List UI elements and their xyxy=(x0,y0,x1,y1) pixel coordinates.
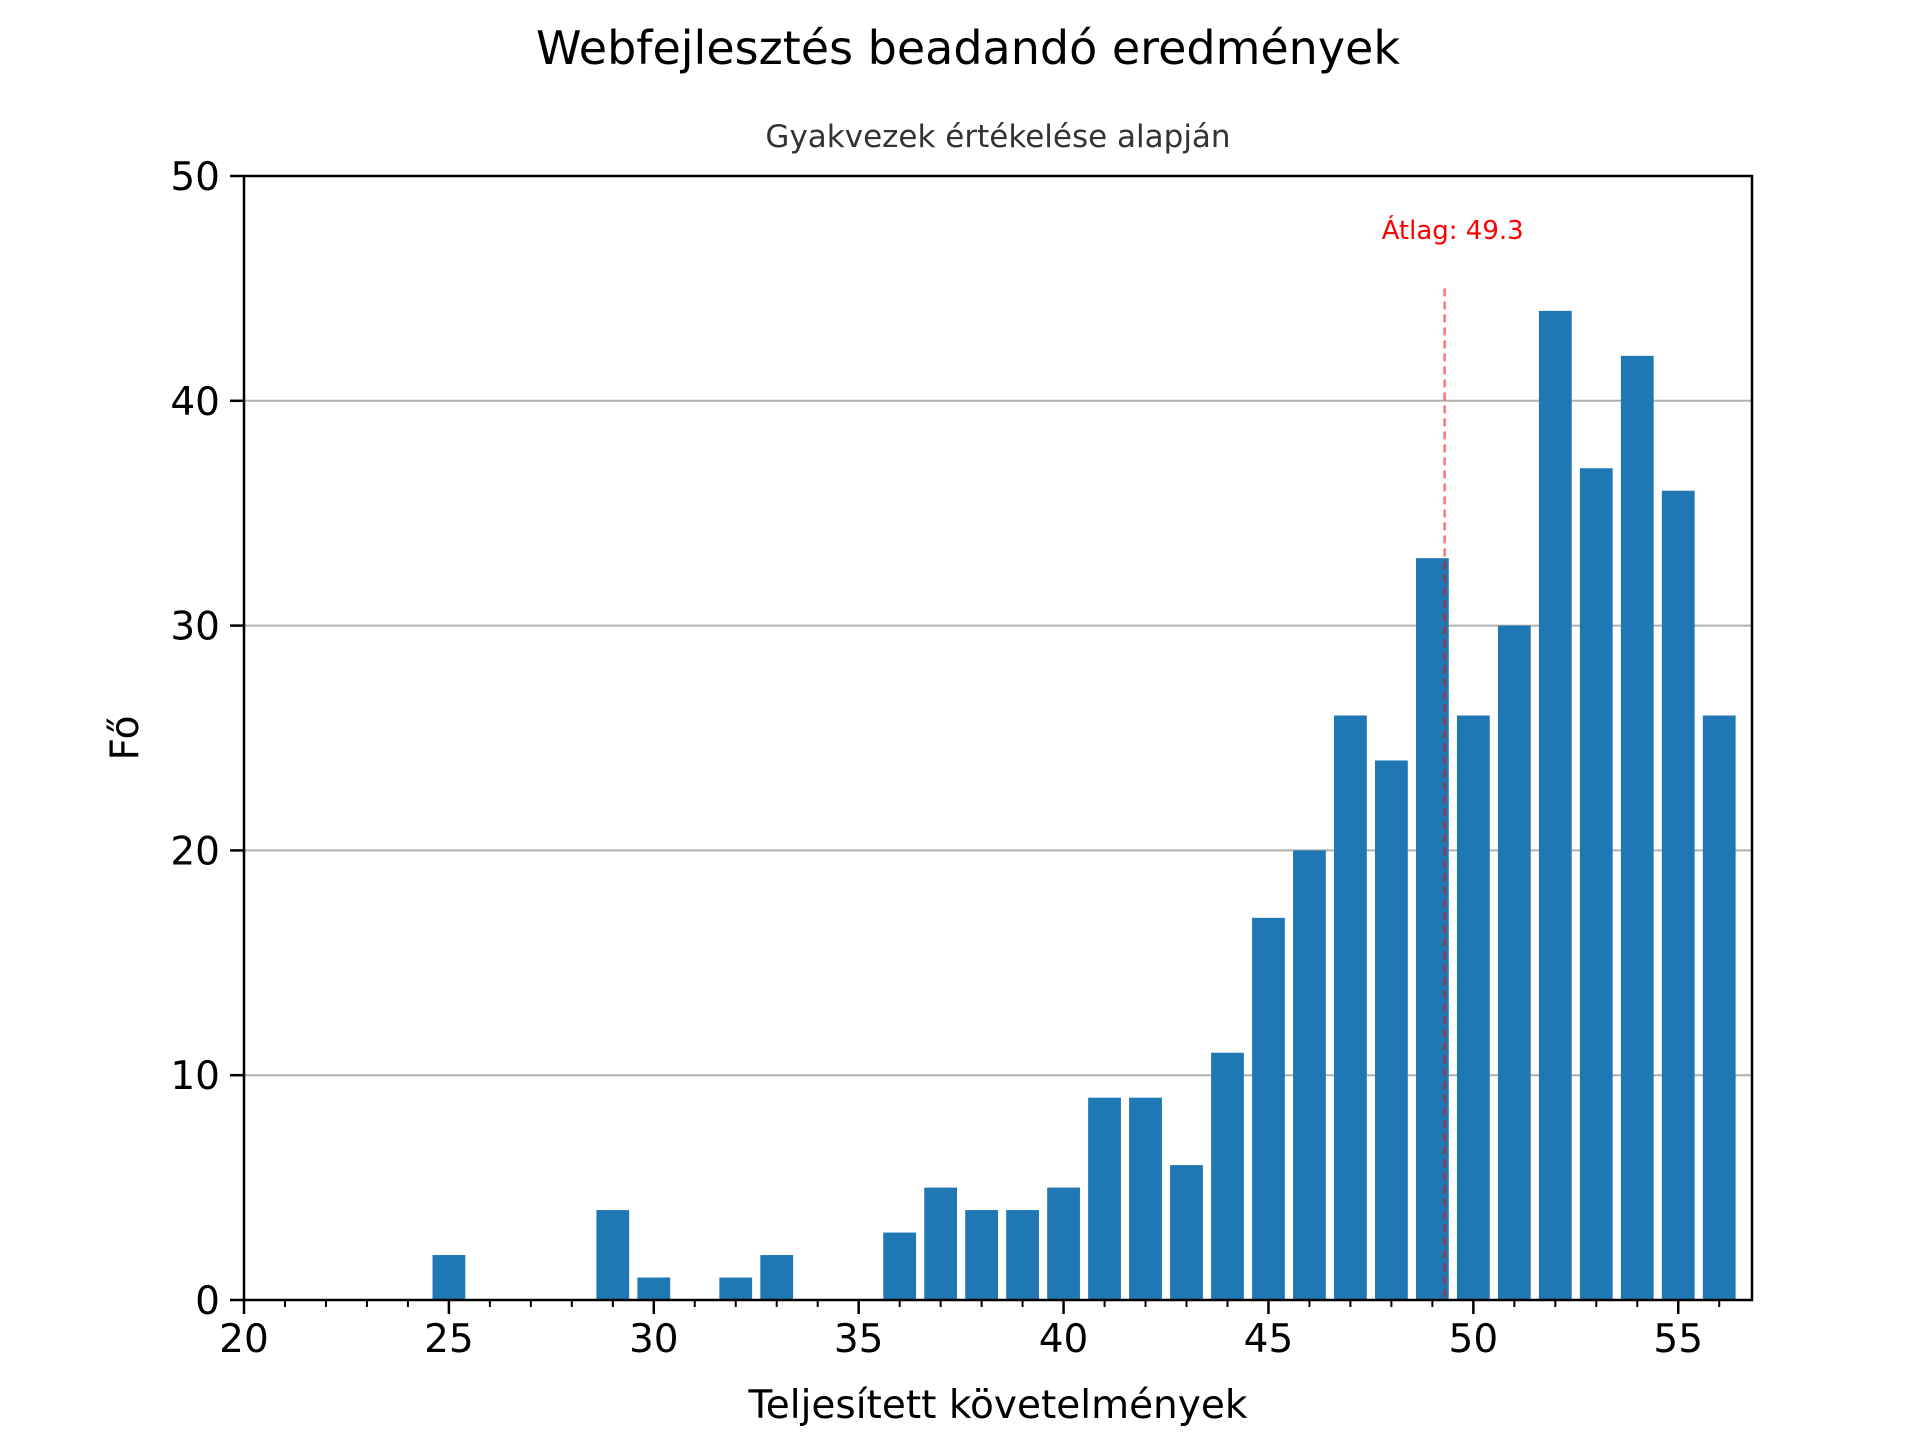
mean-line-group: Átlag: 49.3 xyxy=(1382,214,1524,1300)
x-tick-label: 25 xyxy=(424,1317,474,1362)
bar xyxy=(1538,310,1572,1300)
plot-frame xyxy=(242,174,1754,1302)
chart-title: Webfejlesztés beadandó eredmények xyxy=(536,21,1400,75)
bar xyxy=(1252,917,1285,1300)
bar xyxy=(432,1255,466,1300)
bar xyxy=(760,1255,794,1300)
bar xyxy=(1334,715,1367,1300)
x-tick-label: 55 xyxy=(1653,1317,1703,1362)
bar xyxy=(1293,850,1326,1300)
bar xyxy=(1047,1187,1080,1300)
y-tick-label: 30 xyxy=(170,605,220,650)
bar xyxy=(965,1210,998,1300)
bar xyxy=(637,1277,671,1300)
bar xyxy=(596,1210,630,1300)
x-tick-label: 30 xyxy=(629,1317,679,1362)
y-axis-ticks: 0 10 20 30 40 50 xyxy=(170,155,244,1324)
y-tick-label: 10 xyxy=(170,1054,220,1099)
bar xyxy=(1211,1052,1244,1300)
y-tick-label: 40 xyxy=(170,380,220,425)
bars xyxy=(432,310,1736,1301)
bar xyxy=(1661,490,1695,1301)
bar xyxy=(719,1277,753,1300)
x-tick-label: 20 xyxy=(219,1317,269,1362)
bar xyxy=(1170,1165,1203,1300)
bar xyxy=(1579,468,1613,1300)
x-tick-label: 40 xyxy=(1039,1317,1089,1362)
bar xyxy=(924,1187,958,1300)
y-tick-label: 20 xyxy=(170,829,220,874)
bar xyxy=(1006,1210,1039,1300)
bar xyxy=(1415,558,1449,1300)
bar xyxy=(1702,715,1736,1300)
mean-line-label: Átlag: 49.3 xyxy=(1382,214,1524,246)
y-tick-label: 50 xyxy=(170,155,220,200)
bar xyxy=(1129,1097,1162,1300)
y-axis-label: Fő xyxy=(103,716,148,761)
bar xyxy=(1088,1097,1121,1300)
bar xyxy=(883,1232,917,1300)
bar xyxy=(1375,760,1408,1300)
x-axis-ticks: 20 25 30 35 40 45 50 55 xyxy=(219,1300,1721,1362)
chart-subtitle: Gyakvezek értékelése alapján xyxy=(765,119,1230,155)
x-axis-label: Teljesített követelmények xyxy=(748,1383,1248,1428)
x-tick-label: 45 xyxy=(1244,1317,1294,1362)
bar xyxy=(1456,715,1490,1300)
bar xyxy=(1497,625,1531,1300)
y-tick-label: 0 xyxy=(195,1279,220,1324)
x-tick-label: 50 xyxy=(1449,1317,1499,1362)
bar xyxy=(1620,355,1654,1301)
x-tick-label: 35 xyxy=(834,1317,884,1362)
